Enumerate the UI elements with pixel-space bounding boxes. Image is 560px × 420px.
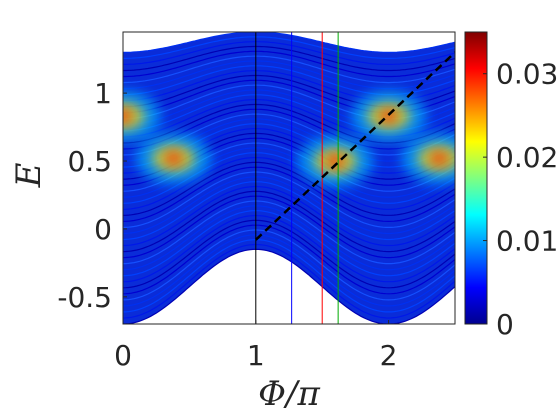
band-line — [123, 45, 455, 72]
band-line — [123, 60, 455, 90]
band-line — [123, 161, 455, 216]
hotspot-core — [123, 109, 132, 124]
hotspot-core — [430, 151, 449, 166]
band-line — [123, 171, 455, 228]
x-tick-label: 0 — [114, 339, 132, 372]
colorbar-tick-label: 0.01 — [496, 225, 558, 258]
colorbar-tick-label: 0.02 — [496, 141, 558, 174]
y-axis-ticks: -0.5 0 0.5 1 — [57, 77, 127, 314]
plot-area — [123, 32, 455, 324]
band-line — [123, 210, 455, 277]
band-line — [123, 214, 455, 283]
band-line — [123, 238, 455, 313]
band-line — [123, 248, 455, 324]
band-line — [123, 55, 455, 84]
colorbar — [464, 31, 488, 325]
colorbar-ticks: 0 0.01 0.02 0.03 — [483, 58, 558, 341]
band-line — [123, 157, 455, 210]
band-lines — [123, 32, 455, 324]
band-line — [123, 36, 455, 59]
band-line — [123, 32, 455, 53]
band-line — [123, 181, 455, 241]
y-tick-label: 0.5 — [67, 145, 112, 178]
band-line — [123, 103, 455, 144]
y-tick-label: -0.5 — [57, 281, 112, 314]
band-line — [123, 205, 455, 271]
y-axis-label: E — [9, 162, 49, 188]
vertical-lines — [255, 32, 339, 324]
y-tick-label: 0 — [94, 213, 112, 246]
y-tick-label: 1 — [94, 77, 112, 110]
x-axis-ticks: 0 1 2 — [114, 320, 398, 372]
band-line — [123, 152, 455, 204]
colorbar-tick-label: 0 — [496, 308, 514, 341]
x-axis-label: Φ/π — [258, 374, 320, 414]
hotspot-core — [164, 151, 183, 166]
band-line — [123, 195, 455, 259]
plot-frame — [122, 31, 456, 325]
hotspots — [123, 90, 455, 188]
band-line — [123, 166, 455, 223]
band-line — [123, 243, 455, 319]
band-line — [123, 50, 455, 78]
x-tick-label: 2 — [380, 339, 398, 372]
hotspot-mid — [123, 102, 145, 131]
band-line — [123, 190, 455, 253]
band-line — [123, 185, 455, 247]
band-line — [123, 229, 455, 301]
band-line — [123, 234, 455, 307]
band-line — [123, 41, 455, 65]
band-line — [123, 219, 455, 289]
band-line — [123, 224, 455, 295]
x-tick-label: 1 — [247, 339, 265, 372]
colorbar-tick-label: 0.03 — [496, 58, 558, 91]
dashed-line — [254, 51, 455, 241]
band-line — [123, 176, 455, 235]
hotspot-core — [326, 154, 345, 169]
